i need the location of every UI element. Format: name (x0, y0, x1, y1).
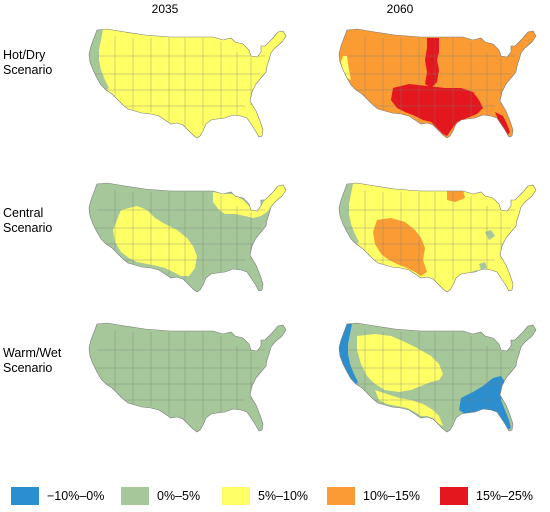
map-hot-dry-2035 (85, 16, 290, 156)
map-region-florida-red (495, 112, 510, 136)
country-outline (338, 182, 537, 293)
country-outline (338, 322, 537, 433)
map-region-north-orange (447, 190, 465, 202)
legend-label: 5%–10% (258, 489, 309, 503)
us-map (88, 28, 287, 139)
row-label-line2: Scenario (3, 361, 53, 375)
country-outline (338, 28, 537, 139)
legend-swatch (11, 487, 39, 505)
map-hot-dry-2060 (335, 16, 540, 156)
country-outline (88, 322, 287, 433)
us-map (88, 322, 287, 433)
legend-swatch (440, 487, 468, 505)
row-label-line1: Warm/Wet (3, 346, 62, 360)
map-region-southwest-yellow (375, 390, 443, 426)
row-label-line1: Hot/Dry (3, 48, 46, 62)
map-central-2035 (85, 170, 290, 310)
column-header-2035: 2035 (151, 2, 179, 16)
legend-swatch (121, 487, 149, 505)
us-map (338, 322, 537, 433)
map-base-region (339, 29, 536, 138)
map-region-southwest-orange (373, 218, 427, 276)
map-region-west-coast-green (339, 184, 515, 246)
country-outline (88, 28, 287, 139)
row-label-line2: Scenario (3, 63, 53, 77)
legend-item: 15%–25% (440, 486, 533, 506)
map-base-region (89, 29, 286, 138)
column-header-2060: 2060 (386, 2, 414, 16)
legend-item: −10%–0% (11, 486, 104, 506)
legend-label: 10%–15% (363, 489, 420, 503)
map-central-2060 (335, 170, 540, 310)
legend-label: −10%–0% (47, 489, 105, 503)
country-outline (88, 182, 287, 293)
legend-item: 5%–10% (222, 486, 308, 506)
map-warm-wet-2060 (335, 310, 540, 450)
row-label-line2: Scenario (3, 221, 53, 235)
legend-item: 0%–5% (121, 486, 200, 506)
us-map (88, 182, 287, 293)
map-region-west-yellow (357, 334, 443, 392)
map-region-west-coast-green (89, 30, 265, 92)
row-label-central: Central Scenario (3, 206, 52, 236)
row-label-line1: Central (3, 206, 44, 220)
map-base-region (339, 183, 536, 292)
map-base-region (89, 323, 286, 432)
legend: −10%–0% 0%–5% 5%–10% 10%–15% 15%–25% (0, 486, 550, 506)
legend-label: 15%–25% (476, 489, 533, 503)
legend-label: 0%–5% (157, 489, 201, 503)
map-region-west-coast-blue (339, 324, 358, 384)
us-map (338, 28, 537, 139)
map-region-northeast-yellow (213, 185, 286, 218)
legend-swatch (327, 487, 355, 505)
map-warm-wet-2035 (85, 310, 290, 450)
legend-swatch (222, 487, 250, 505)
map-region-central-red (425, 38, 439, 88)
legend-item: 10%–15% (327, 486, 420, 506)
map-region-central-yellow (113, 206, 197, 276)
map-region-south-red (391, 84, 483, 136)
map-region-east-green-spots (471, 230, 508, 277)
row-label-hot-dry: Hot/Dry Scenario (3, 48, 52, 78)
us-map (338, 182, 537, 293)
row-label-warm-wet: Warm/Wet Scenario (3, 346, 61, 376)
